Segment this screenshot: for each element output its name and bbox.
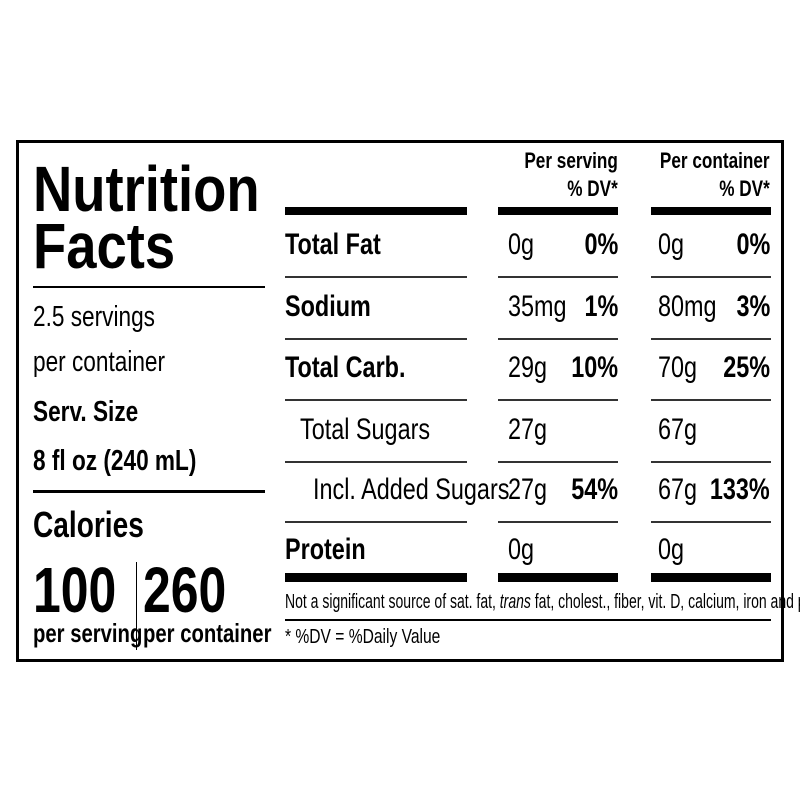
divider xyxy=(136,562,137,650)
container-amount: 70g xyxy=(658,351,698,384)
serving-size-value: 8 fl oz (240 mL) xyxy=(33,445,197,477)
container-amount: 67g xyxy=(658,473,698,506)
row-divider xyxy=(285,338,467,340)
header-per-serving: Per serving xyxy=(524,148,618,173)
calories-per-container: 260 xyxy=(143,554,227,626)
thick-bar xyxy=(285,573,467,582)
nutrient-label: Total Carb. xyxy=(285,351,406,384)
serving-dv xyxy=(540,535,618,565)
thick-bar xyxy=(651,573,771,582)
container-dv xyxy=(690,535,770,565)
divider xyxy=(33,286,265,288)
row-divider xyxy=(651,521,771,523)
serving-dv xyxy=(540,415,618,445)
nutrient-label: Incl. Added Sugars xyxy=(313,473,510,506)
footnote: Not a significant source of sat. fat, tr… xyxy=(285,591,800,613)
container-amount: 0g xyxy=(658,533,685,566)
per-container-label: per container xyxy=(143,618,272,648)
container-dv: 3% xyxy=(736,290,770,323)
row-divider xyxy=(285,276,467,278)
divider xyxy=(285,619,771,621)
container-dv: 25% xyxy=(723,351,770,384)
container-dv: 133% xyxy=(710,473,770,506)
serving-amount: 29g xyxy=(508,351,548,384)
header-serving-dv: % DV* xyxy=(567,176,618,201)
row-divider xyxy=(498,521,618,523)
servings-per-container: 2.5 servings xyxy=(33,301,155,333)
dv-note: * %DV = %Daily Value xyxy=(285,626,441,648)
thick-bar xyxy=(285,207,467,215)
serving-amount: 27g xyxy=(508,473,548,506)
row-divider xyxy=(285,399,467,401)
serving-size-label: Serv. Size xyxy=(33,396,139,428)
serving-dv: 0% xyxy=(584,228,618,261)
title-nutrition: Nutrition xyxy=(33,153,260,225)
row-divider xyxy=(285,461,467,463)
thick-bar xyxy=(498,207,618,215)
row-divider xyxy=(651,338,771,340)
serving-dv: 1% xyxy=(584,290,618,323)
serving-amount: 0g xyxy=(508,228,535,261)
divider xyxy=(33,490,265,493)
serving-dv: 10% xyxy=(571,351,618,384)
title-facts: Facts xyxy=(33,210,176,282)
calories-per-serving: 100 xyxy=(33,554,117,626)
row-divider xyxy=(498,338,618,340)
thick-bar xyxy=(651,207,771,215)
serving-dv: 54% xyxy=(571,473,618,506)
row-divider xyxy=(651,276,771,278)
container-dv xyxy=(690,415,770,445)
thick-bar xyxy=(498,573,618,582)
container-amount: 0g xyxy=(658,228,685,261)
row-divider xyxy=(285,521,467,523)
row-divider xyxy=(651,461,771,463)
row-divider xyxy=(498,276,618,278)
nutrient-label: Protein xyxy=(285,533,366,566)
container-amount: 67g xyxy=(658,413,698,446)
serving-amount: 27g xyxy=(508,413,548,446)
header-per-container: Per container xyxy=(660,148,770,173)
nutrient-label: Total Fat xyxy=(285,228,381,261)
row-divider xyxy=(651,399,771,401)
per-serving-label: per serving xyxy=(33,618,143,648)
nutrient-label: Sodium xyxy=(285,290,371,323)
container-amount: 80mg xyxy=(658,290,717,323)
calories-label: Calories xyxy=(33,504,144,545)
row-divider xyxy=(498,399,618,401)
header-container-dv: % DV* xyxy=(719,176,770,201)
container-dv: 0% xyxy=(736,228,770,261)
nutrition-label xyxy=(16,140,784,662)
serving-amount: 35mg xyxy=(508,290,567,323)
row-divider xyxy=(498,461,618,463)
servings-per-container-2: per container xyxy=(33,346,166,378)
serving-amount: 0g xyxy=(508,533,535,566)
nutrient-label: Total Sugars xyxy=(300,413,431,446)
